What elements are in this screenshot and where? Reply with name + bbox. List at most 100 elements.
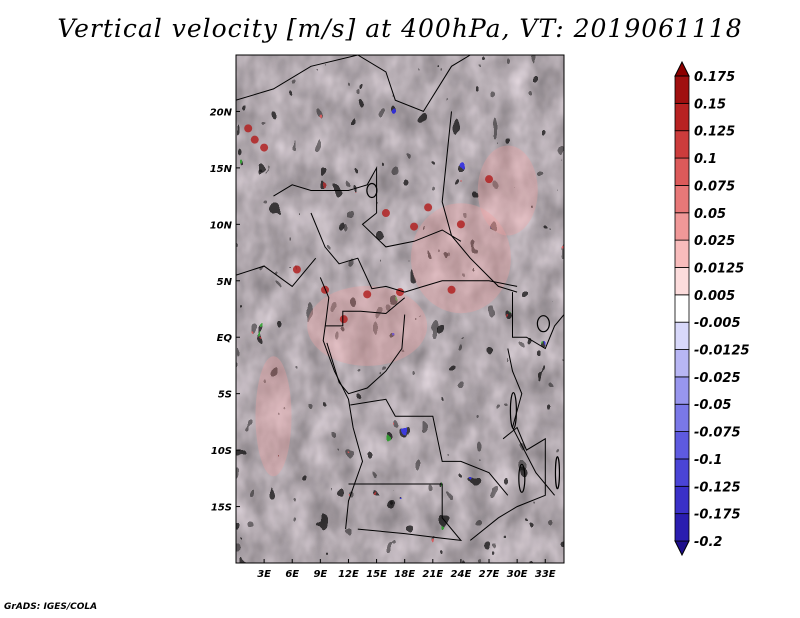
credit-text: GrADS: IGES/COLA xyxy=(4,602,98,612)
strong-ascent-cell xyxy=(339,315,348,324)
y-tick-label: 15N xyxy=(210,164,233,175)
field-plot xyxy=(236,55,564,563)
colorbar-segment xyxy=(674,75,690,104)
ascent-region xyxy=(255,356,292,477)
strong-ascent-cell xyxy=(456,220,465,229)
colorbar-label: 0.175 xyxy=(694,70,735,85)
x-tick-label: 30E xyxy=(507,569,528,580)
x-tick-label: 9E xyxy=(313,569,327,580)
colorbar: -0.2 -0.175 -0.125 -0.1 -0.075 -0.05 -0.025 -0.… xyxy=(674,60,750,557)
colorbar-label: 0.15 xyxy=(694,97,726,112)
colorbar-label: -0.1 xyxy=(694,453,722,468)
strong-ascent-cell xyxy=(250,135,259,144)
x-tick-label: 15E xyxy=(366,569,387,580)
x-tick-label: 18E xyxy=(394,569,415,580)
border-line xyxy=(441,111,518,293)
ascent-region xyxy=(477,145,538,236)
plot-frame xyxy=(235,54,565,564)
colorbar-bottom-arrow xyxy=(674,540,690,557)
colorbar-segment xyxy=(674,102,690,132)
colorbar-segment xyxy=(674,403,690,432)
strong-ascent-cell xyxy=(292,265,301,274)
x-tick-label: 3E xyxy=(257,569,271,580)
colorbar-label: 0.05 xyxy=(694,207,726,222)
border-line xyxy=(350,398,509,496)
strong-ascent-cell xyxy=(244,124,253,133)
strong-ascent-cell xyxy=(363,290,372,299)
lake-outline xyxy=(518,463,526,493)
y-tick-label: EQ xyxy=(217,333,233,344)
colorbar-segment xyxy=(674,212,690,241)
colorbar-segment xyxy=(674,157,690,186)
border-line xyxy=(507,348,555,496)
y-tick-label: 15S xyxy=(211,503,232,514)
colorbar-segment xyxy=(674,321,690,350)
colorbar-label: -0.0125 xyxy=(694,344,750,359)
border-line xyxy=(310,212,518,293)
colorbar-label: -0.2 xyxy=(694,535,722,550)
y-tick-label: 5N xyxy=(217,277,233,288)
border-line xyxy=(236,55,358,101)
border-line xyxy=(319,277,364,530)
colorbar-label: 0.005 xyxy=(694,289,735,304)
y-tick-label: 20N xyxy=(210,107,233,118)
strong-ascent-cell xyxy=(396,288,404,297)
colorbar-segment xyxy=(674,185,690,214)
x-tick-label: 21E xyxy=(422,569,443,580)
strong-ascent-cell xyxy=(410,222,419,231)
country-borders xyxy=(236,55,564,542)
ascent-region xyxy=(307,285,428,366)
colorbar-segment xyxy=(674,239,690,268)
border-line xyxy=(357,55,471,113)
field-descent-patches xyxy=(236,55,564,563)
x-tick-label: 27E xyxy=(479,569,500,580)
lake-outline xyxy=(536,315,550,333)
y-tick-label: 10N xyxy=(210,220,233,231)
colorbar-segment xyxy=(674,294,690,323)
strong-ascent-cell xyxy=(381,209,390,218)
colorbar-top-arrow xyxy=(674,60,690,77)
colorbar-label: -0.025 xyxy=(694,371,741,386)
border-line xyxy=(273,165,378,213)
strong-ascent-cell xyxy=(424,203,433,212)
border-line xyxy=(348,483,463,542)
colorbar-label: 0.075 xyxy=(694,179,735,194)
colorbar-label: -0.05 xyxy=(694,398,731,413)
colorbar-label: 0.025 xyxy=(694,234,735,249)
chart-title: Vertical velocity [m/s] at 400hPa, VT: 2… xyxy=(57,14,743,43)
colorbar-label: -0.005 xyxy=(694,316,741,331)
colorbar-label: -0.125 xyxy=(694,480,741,495)
border-line xyxy=(469,426,546,541)
x-axis: 3E 6E 9E 12E 15E 18E 21E 24E 27E 30E 33E xyxy=(257,559,556,580)
lake-outline xyxy=(366,182,378,199)
colorbar-segment xyxy=(674,485,690,515)
y-tick-label: 5S xyxy=(218,390,232,401)
x-tick-label: 12E xyxy=(338,569,359,580)
colorbar-segment xyxy=(674,513,690,542)
lake-outline xyxy=(509,392,517,430)
colorbar-label: 0.0125 xyxy=(694,261,744,276)
colorbar-segment xyxy=(674,349,690,378)
border-line xyxy=(326,314,406,395)
colorbar-segment xyxy=(674,130,690,159)
colorbar-segment xyxy=(674,376,690,405)
border-line xyxy=(236,257,317,288)
colorbar-segment xyxy=(674,267,690,296)
colorbar-label: 0.1 xyxy=(694,152,717,167)
border-line xyxy=(361,212,462,248)
colorbar-segment xyxy=(674,458,690,487)
colorbar-label: 0.125 xyxy=(694,125,735,140)
strong-ascent-cell xyxy=(485,175,494,184)
colorbar-label: -0.175 xyxy=(694,508,741,523)
colorbar-segment xyxy=(674,431,690,460)
strong-ascent-cell xyxy=(260,143,269,152)
border-line xyxy=(512,292,564,350)
lake-outline xyxy=(554,456,561,490)
ascent-region xyxy=(410,203,511,314)
y-tick-label: 10S xyxy=(211,446,232,457)
x-tick-label: 24E xyxy=(451,569,472,580)
y-axis: 20N 15N 10N 5N EQ 5S 10S 15S xyxy=(210,107,240,514)
border-line xyxy=(325,297,406,327)
strong-ascent-cell xyxy=(447,285,456,294)
